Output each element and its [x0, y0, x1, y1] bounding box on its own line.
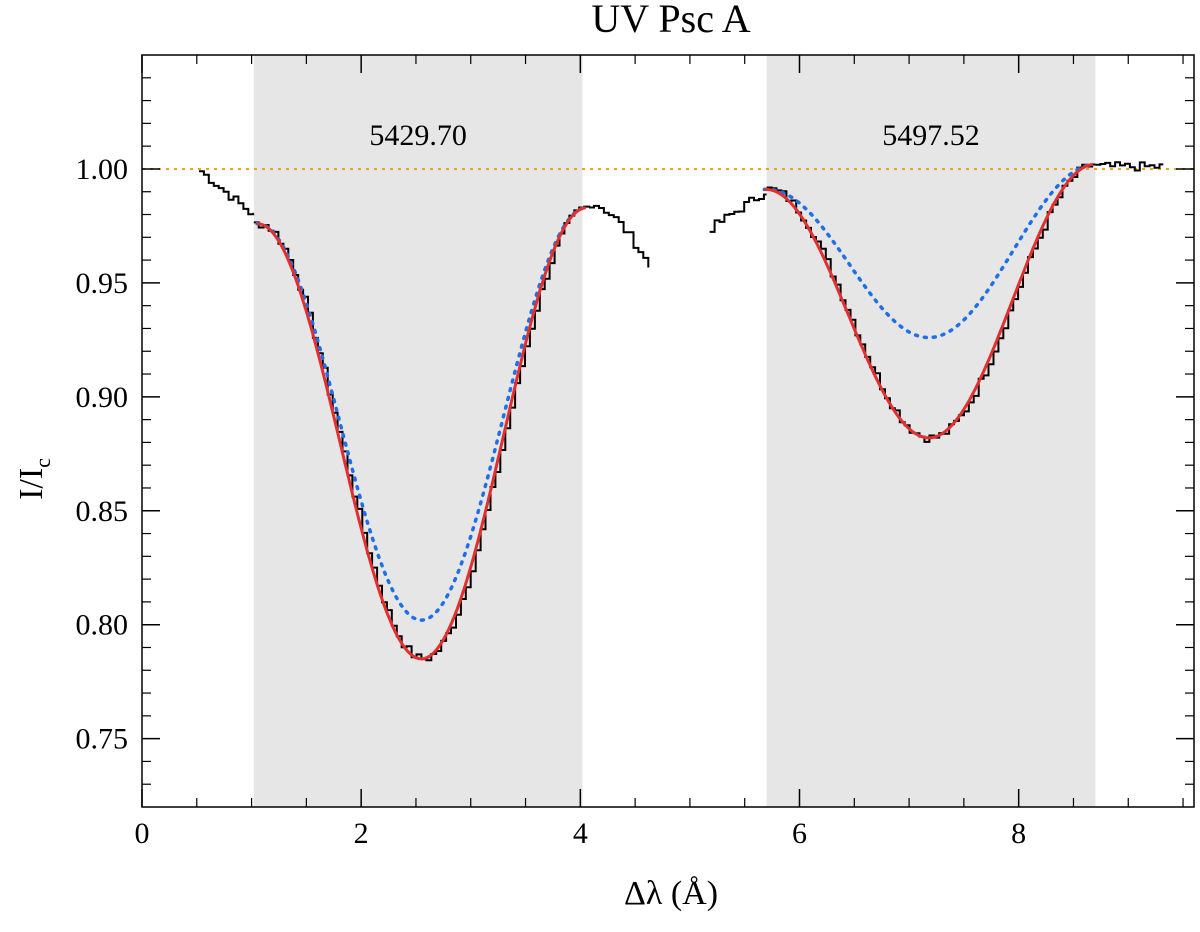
observed-spectrum-segment-5	[766, 163, 1096, 443]
region-label-2: 5497.52	[882, 119, 980, 152]
plot-frame	[141, 54, 1195, 808]
y-axis-label-sub: c	[30, 458, 55, 468]
y-tick-label: 0.80	[76, 609, 129, 642]
y-tick-label: 0.95	[76, 267, 129, 300]
dotted-model-line-1	[255, 205, 588, 622]
x-tick-label: 6	[792, 817, 807, 850]
shaded-region-2	[766, 55, 1096, 807]
y-axis-label-main: I/I	[13, 468, 50, 500]
shaded-regions: 5429.70 5497.52	[253, 55, 1096, 807]
x-tick-label: 8	[1011, 817, 1026, 850]
observed-spectrum-segment-6	[1095, 161, 1164, 172]
fit-model-line-1	[256, 206, 587, 661]
svg-text:I/Ic: I/Ic	[13, 458, 55, 500]
x-axis-label: Δλ (Å)	[624, 875, 718, 912]
shaded-region-1	[253, 55, 583, 807]
axis-ticks	[141, 55, 1194, 807]
y-tick-label: 0.90	[76, 381, 129, 414]
region-label-1: 5429.70	[369, 119, 467, 152]
observed-spectrum-segment-4	[709, 193, 767, 233]
chart-title: UV Psc A	[591, 0, 750, 41]
fit-model-line-2	[764, 162, 1094, 440]
y-tick-label: 1.00	[76, 153, 129, 186]
x-tick-label: 2	[354, 817, 369, 850]
x-tick-label: 4	[573, 817, 588, 850]
series-group	[199, 161, 1164, 662]
y-axis-label: I/Ic	[13, 458, 55, 500]
axis-labels: 0 2 4 6 8 0.75 0.80 0.85 0.90 0.95 1.00	[76, 153, 1027, 850]
observed-spectrum-segment-1	[199, 170, 255, 216]
observed-spectrum-segment-3	[589, 204, 650, 268]
y-tick-label: 0.75	[76, 723, 129, 756]
x-tick-label: 0	[135, 817, 150, 850]
y-tick-label: 0.85	[76, 495, 129, 528]
